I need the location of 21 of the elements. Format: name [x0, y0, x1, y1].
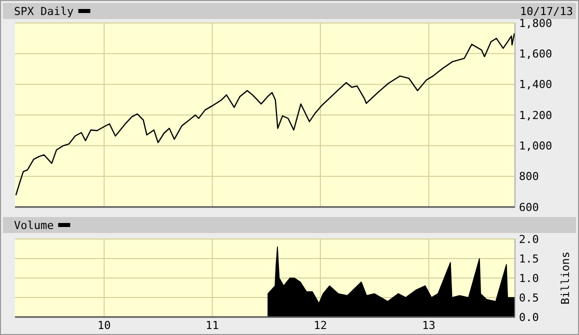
x-tick-label: 13: [422, 319, 436, 332]
y-tick-label: 1,400: [519, 78, 552, 92]
x-tick-label: 12: [314, 319, 328, 332]
x-tick-label: 11: [206, 319, 219, 332]
y-tick-label: 0.5: [519, 291, 539, 304]
legend-label: Volume: [14, 219, 54, 232]
y-tick-label: 1.0: [519, 272, 539, 285]
legend-label: SPX Daily: [14, 5, 74, 18]
y-tick-label: 1,800: [519, 16, 552, 30]
y-tick-label: 1,000: [519, 140, 552, 153]
text: 10/17/13: [520, 5, 573, 18]
y-tick-label: 1,600: [519, 48, 552, 61]
y-tick-label: 2.0: [519, 232, 539, 246]
y-tick-label: 1.5: [519, 252, 539, 266]
y-tick-label: 800: [519, 170, 539, 184]
x-tick-label: 10: [98, 319, 111, 332]
line-series: [15, 32, 516, 196]
y-tick-label: 1,200: [519, 108, 552, 122]
y-axis-title: Billions: [559, 252, 572, 304]
y-tick-label: 600: [519, 200, 539, 214]
y-tick-label: 0.0: [519, 310, 539, 324]
